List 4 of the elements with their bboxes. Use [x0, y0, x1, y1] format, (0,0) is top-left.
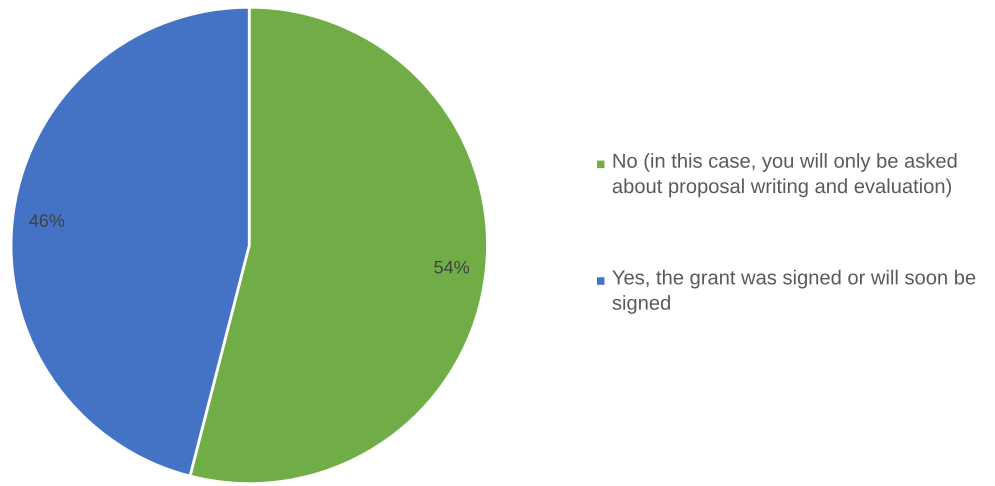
legend-label: Yes, the grant was signed or will soon be signed: [612, 270, 976, 314]
data-label: 46%: [29, 214, 64, 227]
data-label: 54%: [434, 260, 470, 274]
legend-label: No (in this case, you will only be asked about proposal writing and evaluation): [612, 153, 957, 198]
